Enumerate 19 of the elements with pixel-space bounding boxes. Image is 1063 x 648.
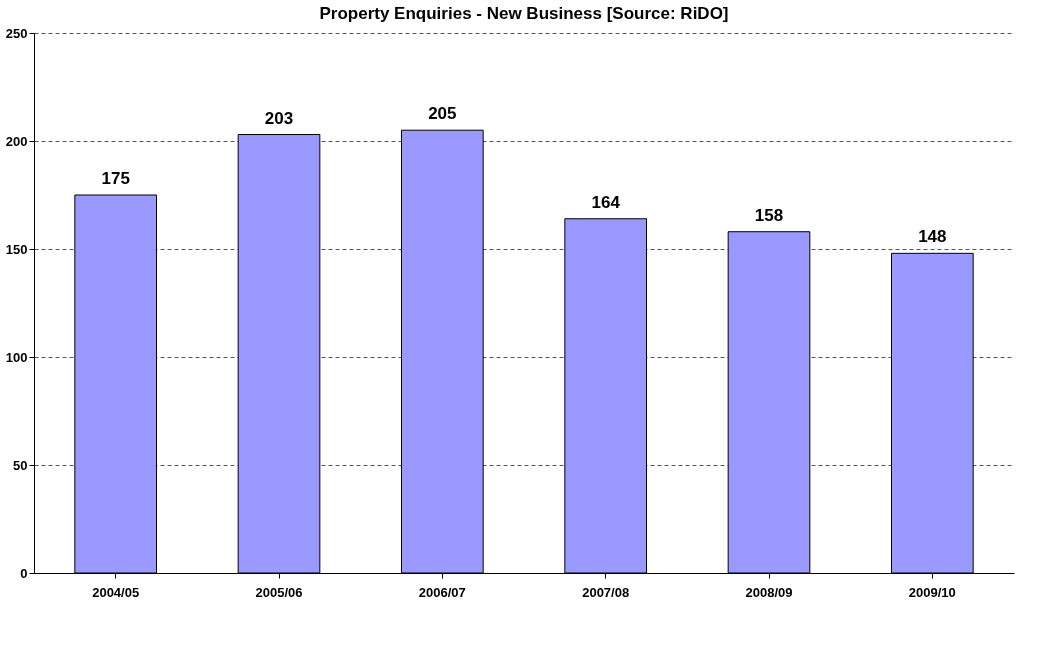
x-tick-label: 2005/06 xyxy=(255,584,303,600)
y-tick-label: 0 xyxy=(20,565,28,581)
data-label: 175 xyxy=(101,169,130,188)
y-tick-label: 50 xyxy=(13,457,28,473)
data-label: 164 xyxy=(591,192,621,212)
y-tick-label: 200 xyxy=(5,133,28,149)
data-label: 148 xyxy=(918,227,947,247)
y-tick-label: 250 xyxy=(5,25,28,41)
y-tick-label: 100 xyxy=(5,349,28,365)
x-tick-label: 2008/09 xyxy=(745,584,793,600)
chart-title: Property Enquiries - New Business [Source: RiDO] xyxy=(319,4,729,23)
data-label: 205 xyxy=(428,104,457,124)
data-label: 203 xyxy=(264,108,294,128)
x-tick-label: 2009/10 xyxy=(908,584,956,600)
x-tick-label: 2004/05 xyxy=(92,584,140,600)
y-tick-label: 150 xyxy=(5,241,28,257)
x-tick-label: 2007/08 xyxy=(582,584,630,600)
x-tick-label: 2006/07 xyxy=(418,584,466,600)
data-label: 158 xyxy=(754,205,784,225)
